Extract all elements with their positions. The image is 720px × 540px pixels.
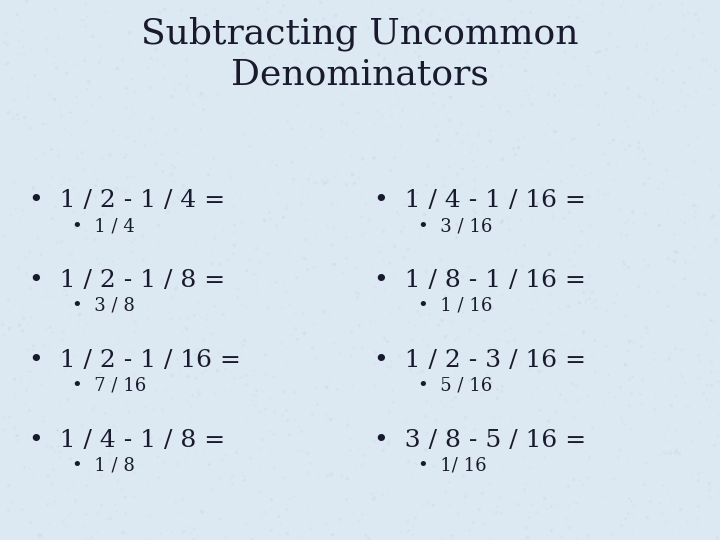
Text: •  1 / 2 - 1 / 4 =: • 1 / 2 - 1 / 4 =: [29, 189, 225, 212]
Text: •  5 / 16: • 5 / 16: [418, 377, 492, 395]
Text: •  1 / 8: • 1 / 8: [72, 457, 135, 475]
Text: •  7 / 16: • 7 / 16: [72, 377, 146, 395]
Text: •  1 / 8 - 1 / 16 =: • 1 / 8 - 1 / 16 =: [374, 269, 586, 292]
Text: Subtracting Uncommon
Denominators: Subtracting Uncommon Denominators: [141, 16, 579, 91]
Text: •  1 / 2 - 1 / 16 =: • 1 / 2 - 1 / 16 =: [29, 349, 240, 372]
Text: •  1/ 16: • 1/ 16: [418, 457, 486, 475]
Text: •  1 / 16: • 1 / 16: [418, 297, 492, 315]
Text: •  1 / 2 - 1 / 8 =: • 1 / 2 - 1 / 8 =: [29, 269, 225, 292]
Text: •  3 / 8 - 5 / 16 =: • 3 / 8 - 5 / 16 =: [374, 429, 587, 452]
Text: •  1 / 2 - 3 / 16 =: • 1 / 2 - 3 / 16 =: [374, 349, 586, 372]
Text: •  1 / 4: • 1 / 4: [72, 217, 135, 235]
Text: •  1 / 4 - 1 / 16 =: • 1 / 4 - 1 / 16 =: [374, 189, 586, 212]
Text: •  3 / 8: • 3 / 8: [72, 297, 135, 315]
Text: •  3 / 16: • 3 / 16: [418, 217, 492, 235]
Text: •  1 / 4 - 1 / 8 =: • 1 / 4 - 1 / 8 =: [29, 429, 225, 452]
